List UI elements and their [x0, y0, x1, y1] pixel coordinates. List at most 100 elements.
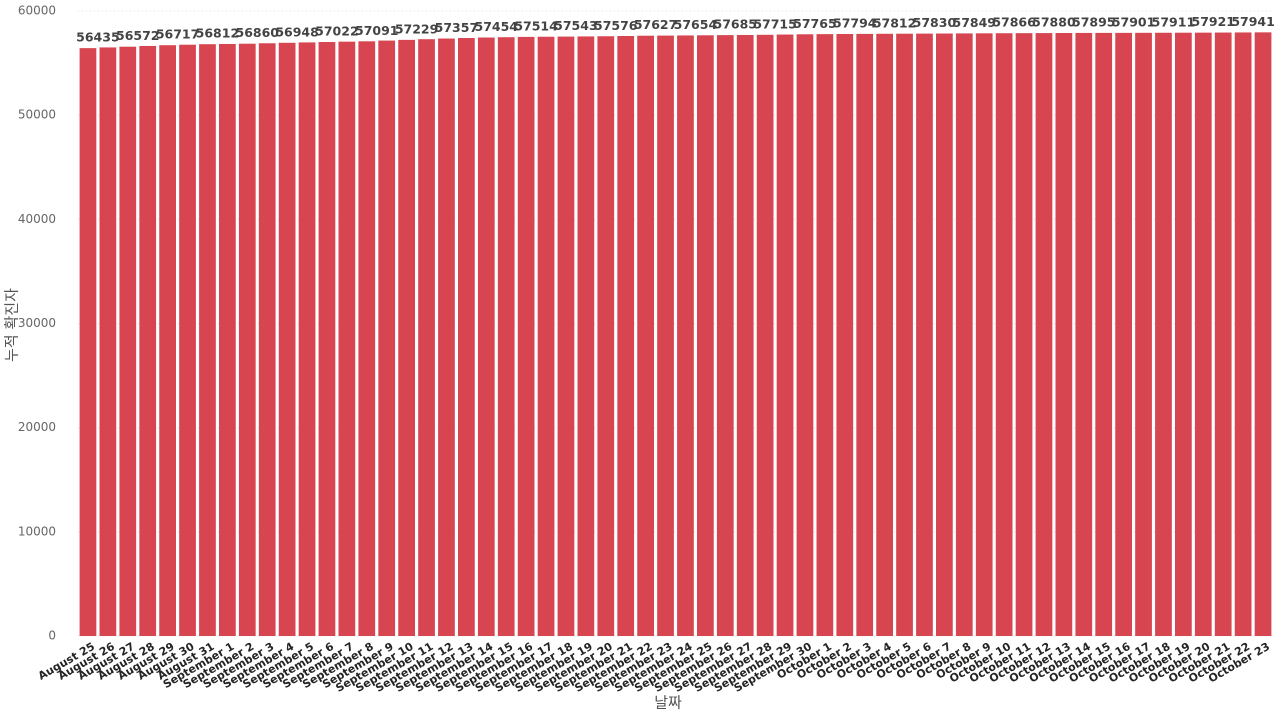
bar: [716, 35, 734, 637]
y-tick-label: 10000: [18, 524, 56, 538]
data-label: 57229: [395, 21, 439, 36]
bar: [1155, 32, 1172, 636]
bar: [537, 36, 555, 636]
bar: [836, 33, 854, 636]
bar: [896, 33, 913, 636]
data-label: 57357: [435, 20, 479, 35]
bar: [1075, 32, 1093, 637]
data-label: 57715: [753, 16, 797, 31]
bar: [179, 44, 196, 637]
bar: [995, 33, 1013, 636]
bar: [975, 33, 993, 636]
bar: [418, 39, 435, 636]
bar: [517, 36, 535, 637]
y-tick-label: 20000: [18, 420, 56, 434]
bar: [1055, 33, 1073, 636]
bar: [139, 45, 157, 637]
data-label: 57454: [475, 19, 519, 34]
bar: [617, 35, 635, 637]
bar: [258, 43, 276, 636]
bar: [936, 33, 953, 636]
data-label: 57866: [992, 15, 1036, 30]
bar: [816, 34, 834, 636]
data-label: 57576: [594, 18, 638, 33]
data-label: 57654: [674, 17, 718, 32]
bar: [916, 33, 933, 636]
bar: [278, 42, 296, 636]
data-label: 57514: [514, 18, 558, 33]
bar: [1135, 32, 1152, 636]
bar: [1214, 32, 1232, 637]
bar: [776, 34, 794, 636]
bar: [637, 35, 654, 636]
data-label: 57812: [873, 15, 917, 30]
y-tick-label: 50000: [18, 108, 56, 122]
data-label: 57895: [1072, 14, 1116, 29]
data-label: 57685: [714, 17, 758, 32]
bar: [1234, 32, 1252, 636]
data-label: 56860: [236, 25, 280, 40]
bar: [159, 45, 176, 636]
bar: [856, 33, 874, 636]
bar: [398, 39, 415, 637]
data-label: 56435: [76, 30, 120, 45]
bar: [1175, 32, 1192, 637]
data-label: 56572: [116, 28, 160, 43]
bar: [219, 43, 236, 637]
bar: [1194, 32, 1212, 636]
bar: [199, 44, 216, 637]
y-tick-label: 40000: [18, 212, 56, 226]
data-label: 57765: [793, 16, 837, 31]
bar: [697, 35, 714, 636]
bar: [1095, 32, 1113, 637]
bar: [477, 37, 495, 637]
bar: [597, 36, 615, 636]
bar: [79, 48, 97, 636]
bar: [736, 34, 754, 637]
bar: [318, 42, 336, 637]
data-label: 56948: [275, 24, 319, 39]
data-label: 57941: [1231, 14, 1275, 29]
bar: [378, 40, 396, 637]
data-label: 57830: [913, 15, 957, 30]
bar: [438, 38, 455, 636]
data-label: 57091: [355, 23, 399, 38]
bar: [1115, 32, 1132, 637]
data-label: 57911: [1152, 14, 1196, 29]
data-label: 57849: [953, 15, 997, 30]
y-tick-label: 30000: [18, 316, 56, 330]
bar: [458, 38, 475, 636]
bar: [1035, 33, 1053, 637]
bar: [99, 47, 117, 637]
bar: [497, 37, 515, 637]
bar: [657, 35, 674, 637]
data-label: 57880: [1032, 15, 1076, 30]
bar: [238, 43, 256, 637]
bar: [876, 33, 893, 636]
bar: [358, 41, 376, 637]
x-axis-title: 날짜: [654, 694, 682, 712]
data-label: 56717: [156, 27, 200, 42]
bar: [338, 41, 356, 636]
bar: [955, 33, 973, 636]
bar: [1015, 33, 1033, 636]
data-label: 57022: [315, 24, 359, 39]
bar: [557, 36, 575, 636]
bar: [577, 36, 595, 637]
bar: [298, 42, 316, 636]
data-label: 57921: [1192, 14, 1236, 29]
data-label: 57543: [554, 18, 598, 33]
data-label: 57794: [833, 15, 877, 30]
y-axis-title: 누적 확진자: [3, 288, 21, 362]
bar: [1254, 32, 1272, 636]
data-label: 56812: [196, 26, 240, 41]
bar: [756, 34, 774, 637]
data-label: 57901: [1112, 14, 1156, 29]
bar: [796, 34, 814, 636]
bar: [119, 46, 137, 637]
bar: [677, 35, 694, 636]
y-tick-label: 0: [48, 629, 56, 643]
y-tick-label: 60000: [18, 4, 56, 18]
data-label: 57627: [634, 17, 678, 32]
